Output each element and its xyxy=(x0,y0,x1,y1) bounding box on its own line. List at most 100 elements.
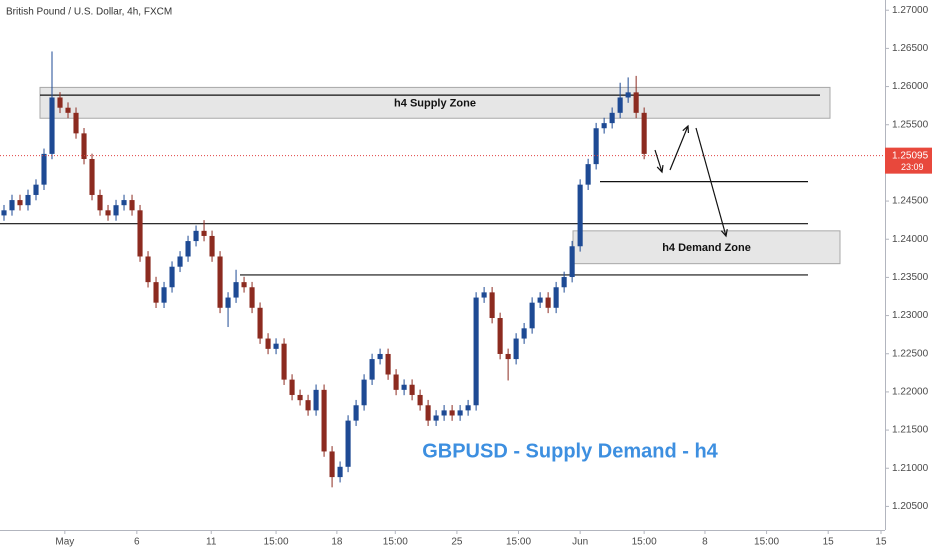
candle-body xyxy=(25,194,31,206)
candle-body xyxy=(313,389,319,411)
candle-body xyxy=(481,292,487,298)
candle-body xyxy=(49,97,55,154)
candle-body xyxy=(121,200,127,206)
last-price-label: 1.25095 xyxy=(892,150,929,161)
candle-body xyxy=(385,353,391,375)
x-tick-label: May xyxy=(55,537,74,548)
x-tick-label: 25 xyxy=(451,537,463,548)
candle-body xyxy=(233,282,239,298)
candle-body xyxy=(57,97,63,108)
candle-body xyxy=(505,353,511,360)
candle-body xyxy=(265,338,271,349)
candle-body xyxy=(489,292,495,319)
y-tick-label: 1.24000 xyxy=(892,234,929,245)
candle-body xyxy=(609,112,615,124)
candle-body xyxy=(185,241,191,257)
candle-body xyxy=(241,282,247,288)
candle-body xyxy=(65,107,71,113)
y-tick-label: 1.22500 xyxy=(892,348,929,359)
candle-body xyxy=(97,194,103,211)
candle-body xyxy=(289,379,295,395)
y-tick-label: 1.21500 xyxy=(892,425,929,436)
candle-body xyxy=(457,410,463,416)
candle-body xyxy=(105,210,111,216)
candle-body xyxy=(553,287,559,308)
arrow-head xyxy=(656,164,664,174)
candle-body xyxy=(425,405,431,421)
candle-body xyxy=(129,200,135,211)
arrow xyxy=(695,127,727,237)
y-tick-label: 1.20500 xyxy=(892,501,929,512)
candle-body xyxy=(177,256,183,267)
candle-body xyxy=(393,374,399,390)
candle-body xyxy=(529,302,535,329)
candle-body xyxy=(633,92,639,113)
x-tick-label: Jun xyxy=(572,537,588,548)
candle-body xyxy=(209,235,215,257)
y-tick-label: 1.21000 xyxy=(892,463,929,474)
arrow xyxy=(654,149,663,173)
y-tick-label: 1.22000 xyxy=(892,387,929,398)
x-tick-label: 6 xyxy=(134,537,140,548)
candle-body xyxy=(401,384,407,390)
candle-body xyxy=(113,205,119,216)
candle-body xyxy=(577,184,583,247)
candle-body xyxy=(217,256,223,308)
candle-body xyxy=(321,389,327,452)
candle-body xyxy=(33,184,39,195)
x-tick-label: 18 xyxy=(331,537,343,548)
candle-body xyxy=(17,200,23,206)
y-tick-label: 1.25500 xyxy=(892,119,929,130)
supply-zone-label: h4 Supply Zone xyxy=(394,98,476,110)
candle-body xyxy=(225,297,231,308)
candle-body xyxy=(81,133,87,160)
y-tick-label: 1.26000 xyxy=(892,81,929,92)
candle-body xyxy=(297,394,303,401)
candle-body xyxy=(281,343,287,380)
arrow-head xyxy=(682,124,690,134)
candle-body xyxy=(369,359,375,380)
candle-body xyxy=(329,451,335,478)
chart-title: British Pound / U.S. Dollar, 4h, FXCM xyxy=(6,7,172,18)
x-tick-label: 15:00 xyxy=(264,537,289,548)
candle-body xyxy=(521,328,527,339)
candle-body xyxy=(465,405,471,411)
y-tick-label: 1.26500 xyxy=(892,43,929,54)
candle-body xyxy=(473,297,479,406)
candle-body xyxy=(561,277,567,288)
candle-body xyxy=(361,379,367,406)
supply-zone xyxy=(39,86,831,119)
x-tick-label: 15:00 xyxy=(383,537,408,548)
x-tick-label: 15:00 xyxy=(632,537,657,548)
arrow xyxy=(669,125,689,171)
candle-body xyxy=(9,200,15,211)
countdown-label: 23:09 xyxy=(901,162,924,172)
candle-body xyxy=(201,230,207,236)
candle-body xyxy=(353,405,359,421)
candle-body xyxy=(377,353,383,360)
y-tick-label: 1.23500 xyxy=(892,272,929,283)
candle-body xyxy=(1,210,7,216)
y-tick-label: 1.27000 xyxy=(892,5,929,16)
candle-body xyxy=(617,97,623,113)
candle-body xyxy=(601,123,607,129)
candle-body xyxy=(153,282,159,303)
candle-body xyxy=(73,112,79,134)
candle-body xyxy=(41,153,47,185)
last-price-tag xyxy=(885,147,932,174)
candle-body xyxy=(273,343,279,349)
annotation: GBPUSD - Supply Demand - h4 xyxy=(422,440,718,462)
x-tick-label: 15 xyxy=(823,537,835,548)
candle-body xyxy=(137,210,143,257)
x-tick-label: 15:00 xyxy=(506,537,531,548)
candle-body xyxy=(513,338,519,360)
candle-body xyxy=(449,410,455,416)
candle-body xyxy=(569,246,575,278)
candle-body xyxy=(417,394,423,406)
candle-body xyxy=(497,318,503,354)
candle-body xyxy=(441,410,447,416)
candle-body xyxy=(249,287,255,308)
candle-body xyxy=(545,297,551,308)
candle-body xyxy=(305,400,311,411)
